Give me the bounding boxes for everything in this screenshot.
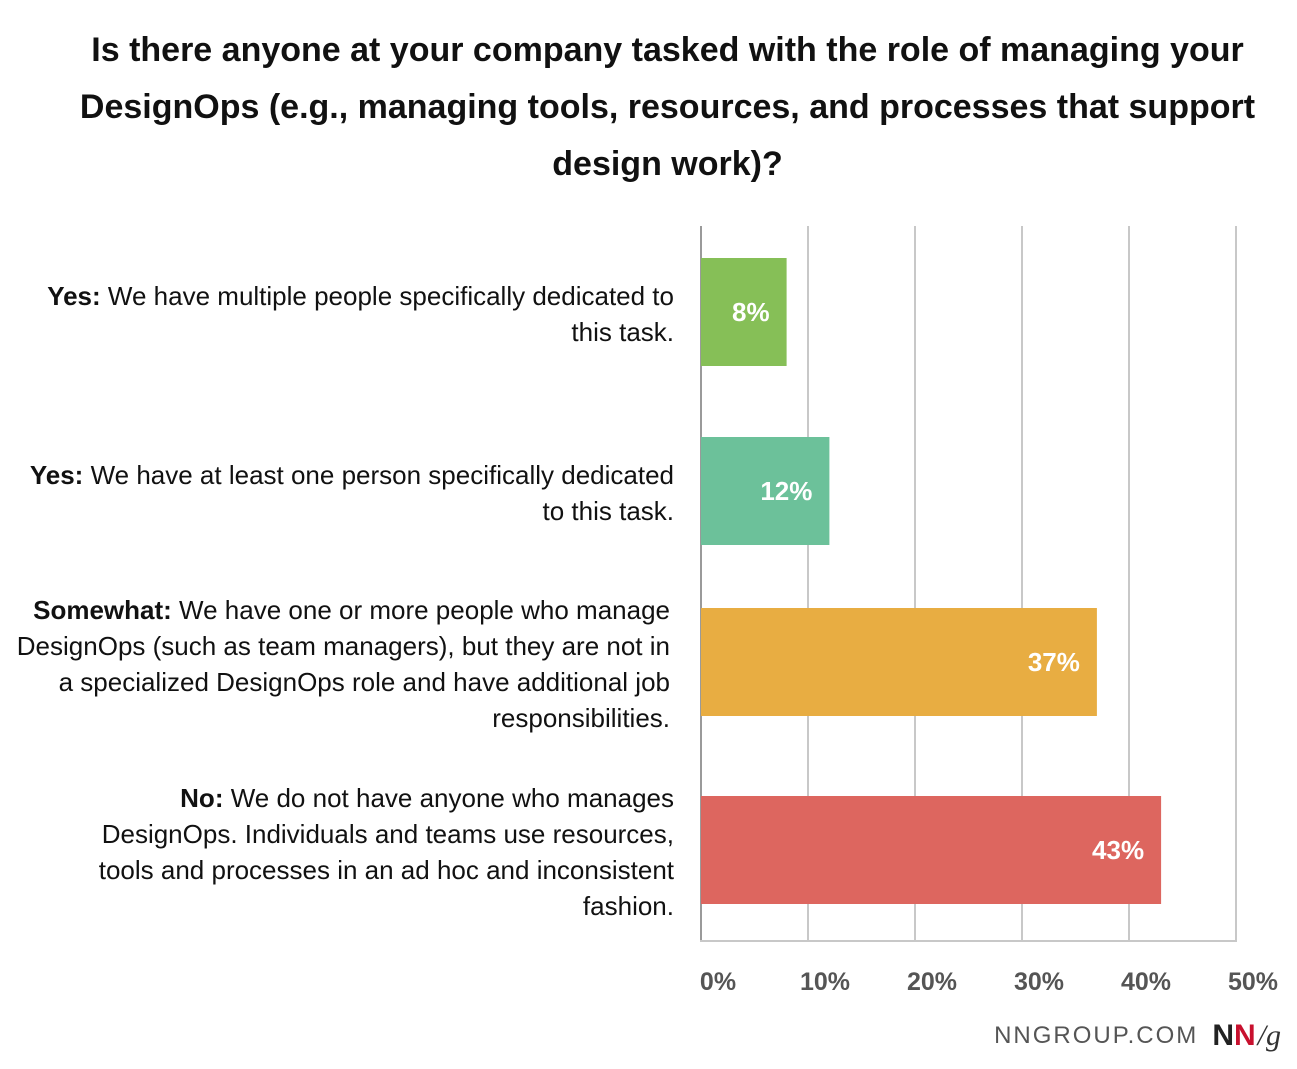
bar bbox=[701, 437, 830, 545]
x-tick-label: 40% bbox=[1121, 968, 1171, 996]
category-label-no: No: We do not have anyone who manages De… bbox=[98, 783, 674, 921]
x-tick-label: 10% bbox=[800, 968, 850, 996]
nngroup-logo: N N/g bbox=[1212, 1019, 1281, 1052]
site-name: NNGROUP.COM bbox=[994, 1022, 1199, 1049]
bar-value-label: 43% bbox=[1092, 835, 1144, 865]
footer: NNGROUP.COM N N/g bbox=[994, 1014, 1281, 1058]
x-tick-label: 30% bbox=[1014, 968, 1064, 996]
x-tick-label: 0% bbox=[700, 968, 736, 996]
category-label-somewhat: Somewhat: We have one or more people who… bbox=[16, 595, 670, 733]
category-label-one-person: Yes: We have at least one person specifi… bbox=[29, 460, 674, 526]
x-tick-label: 20% bbox=[907, 968, 957, 996]
bar-value-label: 37% bbox=[1028, 647, 1080, 677]
bar bbox=[701, 796, 1162, 904]
bar bbox=[701, 258, 787, 366]
category-label-multiple-people: Yes: We have multiple people specificall… bbox=[47, 281, 674, 347]
chart-title: Is there anyone at your company tasked w… bbox=[79, 31, 1256, 183]
bar-value-label: 8% bbox=[732, 297, 770, 327]
x-tick-label: 50% bbox=[1228, 968, 1278, 996]
bar-value-label: 12% bbox=[760, 476, 812, 506]
bar bbox=[701, 608, 1097, 716]
